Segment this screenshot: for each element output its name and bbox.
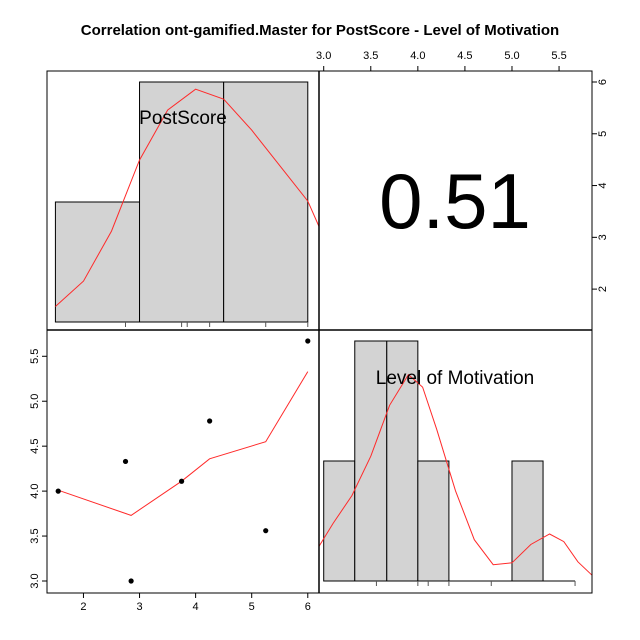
- postscore-axis-tick-label: 3: [136, 601, 142, 613]
- postscore-density-line: [55, 88, 320, 307]
- motivation-top-axis-tick-label: 4.5: [457, 50, 472, 62]
- postscore-variable-label: PostScore: [139, 108, 227, 129]
- scatter-point: [128, 578, 134, 584]
- motivation-top-axis-tick-label: 3.5: [363, 50, 378, 62]
- scatter-smooth-line: [58, 371, 309, 516]
- motivation-top-axis-tick-label: 4.0: [410, 50, 425, 62]
- postscore-axis-tick-label: 5: [249, 601, 255, 613]
- count-right-axis-tick-label: 2: [597, 286, 609, 292]
- motivation-histogram-bar: [323, 460, 356, 582]
- postscore-histogram-bar: [223, 81, 309, 323]
- motivation-top-axis-tick-label: 5.0: [504, 50, 519, 62]
- motivation-histogram-bar: [386, 340, 419, 582]
- motivation-variable-label: Level of Motivation: [376, 368, 534, 389]
- postscore-histogram-bar: [54, 201, 141, 323]
- motivation-histogram-bar: [511, 460, 544, 582]
- scatter-point: [207, 418, 213, 424]
- scatter-point: [178, 478, 185, 484]
- postscore-axis-tick-label: 6: [305, 601, 311, 613]
- postscore-axis-tick-label: 4: [193, 601, 199, 613]
- count-right-axis-tick-label: 3: [597, 234, 609, 240]
- motivation-top-axis-tick-label: 5.5: [551, 50, 566, 62]
- motivation-histogram-bar: [354, 340, 388, 582]
- count-right-axis-tick-label: 5: [597, 131, 609, 137]
- motivation-left-axis-tick-label: 5.5: [29, 349, 41, 364]
- motivation-left-axis-tick-label: 5.0: [29, 394, 41, 409]
- motivation-left-axis-tick-label: 4.0: [29, 483, 41, 498]
- motivation-left-axis-tick-label: 3.0: [29, 573, 41, 588]
- motivation-density-line: [318, 373, 593, 576]
- count-right-axis-tick-label: 4: [597, 182, 609, 188]
- chart-title: Correlation ont-gamified.Master for Post…: [81, 22, 559, 39]
- motivation-top-axis-tick-label: 3.0: [316, 50, 331, 62]
- motivation-left-axis-tick-label: 4.5: [29, 439, 41, 454]
- scatter-point: [122, 458, 129, 465]
- scatter-point: [305, 338, 311, 344]
- correlation-value: 0.51: [379, 157, 531, 245]
- scatter-point: [263, 528, 269, 534]
- scatter-point: [55, 488, 61, 494]
- count-right-axis-tick-label: 6: [597, 79, 609, 85]
- motivation-left-axis-tick-label: 3.5: [29, 528, 41, 543]
- motivation-histogram-bar: [417, 460, 450, 582]
- plot-area: PostScore Level of Motivation 0.51 2 3 4 5 6 3.0…: [29, 50, 609, 613]
- postscore-axis-tick-label: 2: [80, 601, 86, 613]
- postscore-histogram-bar: [139, 81, 225, 323]
